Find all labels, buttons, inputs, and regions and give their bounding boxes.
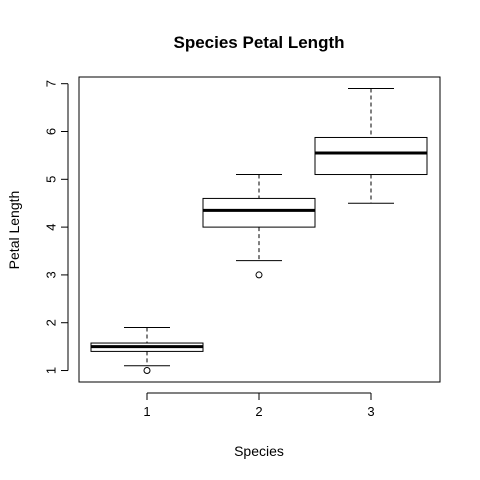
outlier-point (255, 271, 263, 279)
chart-title: Species Petal Length (174, 33, 345, 52)
y-tick-label: 7 (44, 80, 59, 87)
y-tick-label: 3 (44, 271, 59, 278)
x-axis: 1 2 3 (143, 392, 375, 419)
y-tick-label: 4 (44, 223, 59, 230)
y-tick-label: 2 (44, 319, 59, 326)
x-tick-label: 3 (367, 404, 374, 419)
x-tick-label: 2 (255, 404, 262, 419)
x-axis-label: Species (234, 443, 284, 459)
box-2 (202, 174, 316, 279)
y-axis-label: Petal Length (6, 191, 22, 270)
iqr-box (314, 136, 428, 176)
y-tick-label: 1 (44, 367, 59, 374)
y-tick-label: 6 (44, 128, 59, 135)
box-group (90, 87, 428, 375)
y-tick-label: 5 (44, 176, 59, 183)
plot-frame (78, 76, 441, 383)
iqr-box (202, 197, 316, 228)
box-1 (90, 327, 204, 375)
y-axis: 1 2 3 4 5 6 7 (44, 80, 69, 374)
x-tick-label: 1 (143, 404, 150, 419)
outlier-point (143, 367, 151, 375)
box-3 (314, 87, 428, 204)
